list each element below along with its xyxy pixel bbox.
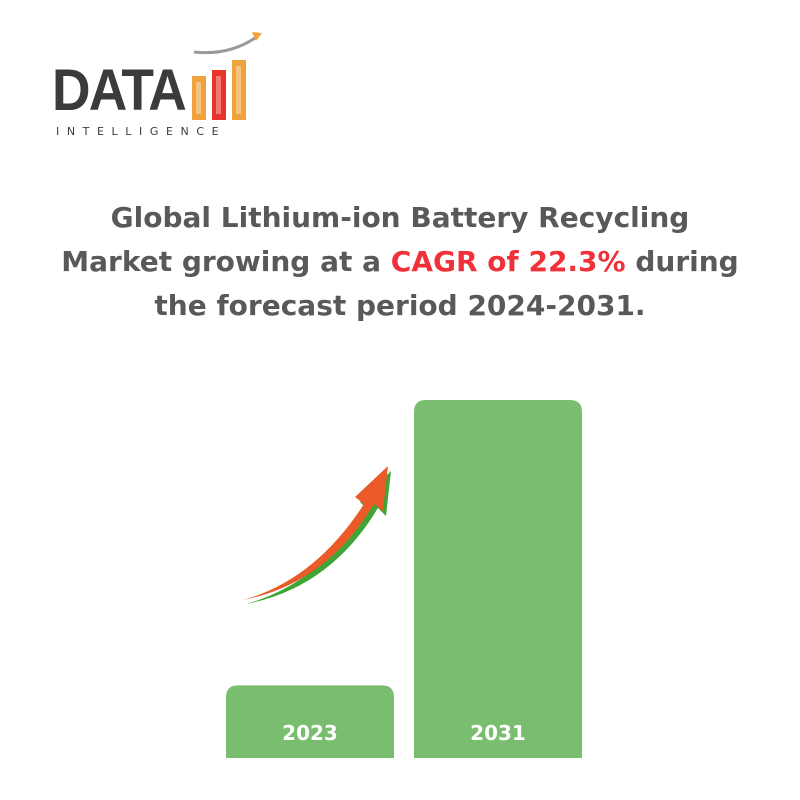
headline-text-start: Global Lithium-ion Battery Recycling Mar…	[61, 201, 690, 278]
bar-label-2023: 2023	[282, 721, 338, 745]
bar-label-2031: 2031	[470, 721, 526, 745]
growth-arrow-icon	[243, 466, 388, 600]
logo-bars-icon	[192, 32, 262, 120]
headline-cagr-highlight: CAGR of 22.3%	[390, 245, 626, 278]
logo-wordmark: DATA	[52, 58, 187, 123]
bar-2031	[414, 400, 582, 758]
bar-2023	[226, 685, 394, 758]
headline: Global Lithium-ion Battery Recycling Mar…	[60, 196, 740, 328]
headline-text-end: during the forecast period 2024-2031.	[154, 245, 739, 322]
logo-subtitle: INTELLIGENCE	[56, 125, 227, 138]
data-intelligence-logo: DATA INTELLIGENCE	[52, 30, 262, 142]
